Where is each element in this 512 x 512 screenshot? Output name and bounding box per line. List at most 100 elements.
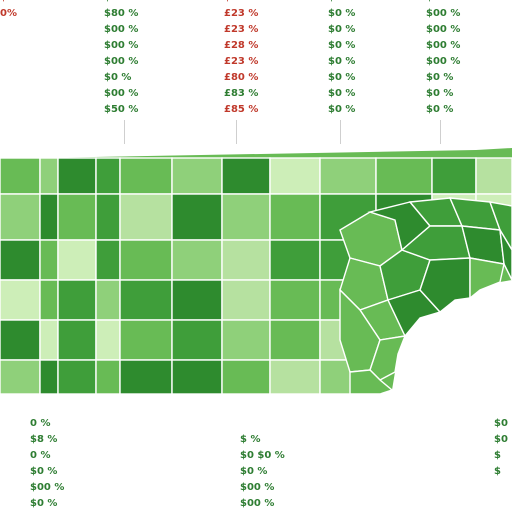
map-value-label: £28 % xyxy=(224,40,259,51)
choropleth-map xyxy=(0,140,512,400)
map-value-label: $0 % xyxy=(328,104,356,115)
county-shape xyxy=(269,359,321,395)
county-shape xyxy=(39,279,59,321)
county-shape xyxy=(475,157,512,195)
county-shape xyxy=(95,157,121,195)
leader-line-2 xyxy=(236,120,237,144)
map-value-label: $00 % xyxy=(240,482,275,493)
map-value-label: £80 % xyxy=(224,72,259,83)
county-shape xyxy=(57,279,97,321)
map-value-label: $00 % xyxy=(104,40,139,51)
county-shape xyxy=(119,359,173,395)
county-shape xyxy=(387,289,442,338)
county-shape xyxy=(488,201,512,252)
leader-line-1 xyxy=(124,120,125,144)
map-value-label: $00 % xyxy=(426,56,461,67)
county-map-svg xyxy=(0,148,512,395)
leader-line-4 xyxy=(440,120,441,144)
map-value-label: $00 % xyxy=(426,40,461,51)
county-shape xyxy=(349,369,394,395)
county-shape xyxy=(119,157,173,195)
county-shape xyxy=(375,157,433,195)
county-shape xyxy=(57,157,97,195)
map-value-label: £23 % xyxy=(224,24,259,35)
bottom-label-column-2: $ % $0 $0 % $0 % $00 % $00 % xyxy=(240,432,285,512)
county-shape xyxy=(171,279,223,321)
county-shape xyxy=(469,257,505,300)
map-value-label: $00 % xyxy=(426,24,461,35)
county-shape xyxy=(0,239,41,281)
county-shape xyxy=(57,359,97,395)
county-shape xyxy=(119,279,173,321)
map-value-label: $0 % xyxy=(328,8,356,19)
top-label-column-5: $00 % $00 % $00 % $00 % $00 % $0 % $0 % $0 % xyxy=(426,0,460,118)
county-shape xyxy=(269,193,321,241)
top-label-column-1: $00% xyxy=(0,0,17,22)
map-value-label: £85 % xyxy=(224,104,259,115)
map-value-label: $80 % xyxy=(104,8,139,19)
map-value-label: $00 % xyxy=(30,482,65,493)
county-shape xyxy=(171,319,223,361)
bottom-label-column-3: $0 $0 $ $ xyxy=(494,416,508,480)
county-shape xyxy=(0,193,41,241)
county-shape xyxy=(39,239,59,281)
map-value-label: $ xyxy=(494,450,501,461)
county-shape xyxy=(269,279,321,321)
map-value-label: $0 % xyxy=(328,24,356,35)
map-value-label: $00% xyxy=(104,0,138,6)
leader-line-3 xyxy=(340,120,341,144)
map-value-label: $0 % xyxy=(328,40,356,51)
county-shape xyxy=(95,279,121,321)
county-shape xyxy=(0,157,41,195)
map-value-label: £83 % xyxy=(224,88,259,99)
top-label-column-3: $00 % £23 % £23 % £28 % £23 % £80 % £83 % £85 % xyxy=(224,0,258,118)
map-value-label: $00 % xyxy=(224,0,258,6)
county-shape xyxy=(171,359,223,395)
county-shape xyxy=(171,239,223,281)
county-shape xyxy=(431,157,477,195)
county-shape xyxy=(221,359,271,395)
county-shape xyxy=(319,157,377,195)
county-shape xyxy=(499,229,512,281)
map-value-label: $0 % xyxy=(426,72,454,83)
map-value-label: $0 % xyxy=(30,498,58,509)
county-shape xyxy=(221,157,271,195)
map-value-label: $00 % xyxy=(104,56,139,67)
map-value-label: £23 % xyxy=(224,8,259,19)
county-shape xyxy=(221,239,271,281)
county-shape xyxy=(0,319,41,361)
map-value-label: $0 % xyxy=(426,88,454,99)
map-value-label: 0 % xyxy=(30,450,51,461)
county-shape xyxy=(57,319,97,361)
county-shape xyxy=(95,359,121,395)
county-shape xyxy=(0,359,41,395)
county-shape xyxy=(95,319,121,361)
map-value-label: $ xyxy=(494,466,501,477)
map-value-label: $00 % xyxy=(104,24,139,35)
map-value-label: $8 % xyxy=(30,434,58,445)
county-shape xyxy=(171,157,223,195)
county-shape xyxy=(221,279,271,321)
map-value-label: $00 % xyxy=(426,0,460,6)
county-shape xyxy=(39,359,59,395)
county-shape xyxy=(221,193,271,241)
top-label-column-4: $0 % $0 % $0 % $0 % $0 % $0 % $0 % $0 % xyxy=(328,0,355,118)
bottom-label-column-1: 0 % $8 % 0 % $0 % $00 % $0 % xyxy=(30,416,64,512)
map-value-label: $0 xyxy=(494,434,508,445)
map-value-label: $0 % xyxy=(328,56,356,67)
map-value-label: $0 xyxy=(0,0,17,6)
map-value-label: $0 % xyxy=(328,88,356,99)
map-value-label: $00 % xyxy=(104,88,139,99)
county-shape xyxy=(269,157,321,195)
map-value-label: $ % xyxy=(240,434,261,445)
county-shape xyxy=(39,319,59,361)
county-shape xyxy=(57,239,97,281)
map-value-label: $0 % xyxy=(426,104,454,115)
county-shape xyxy=(269,319,321,361)
county-shape xyxy=(0,279,41,321)
map-value-label: $0 xyxy=(494,418,508,429)
county-shape xyxy=(39,193,59,241)
top-label-column-2: $00% $80 % $00 % $00 % $00 % $0 % $00 % $50 % xyxy=(104,0,138,118)
map-value-label: £23 % xyxy=(224,56,259,67)
map-value-label: $0 % xyxy=(240,466,268,477)
